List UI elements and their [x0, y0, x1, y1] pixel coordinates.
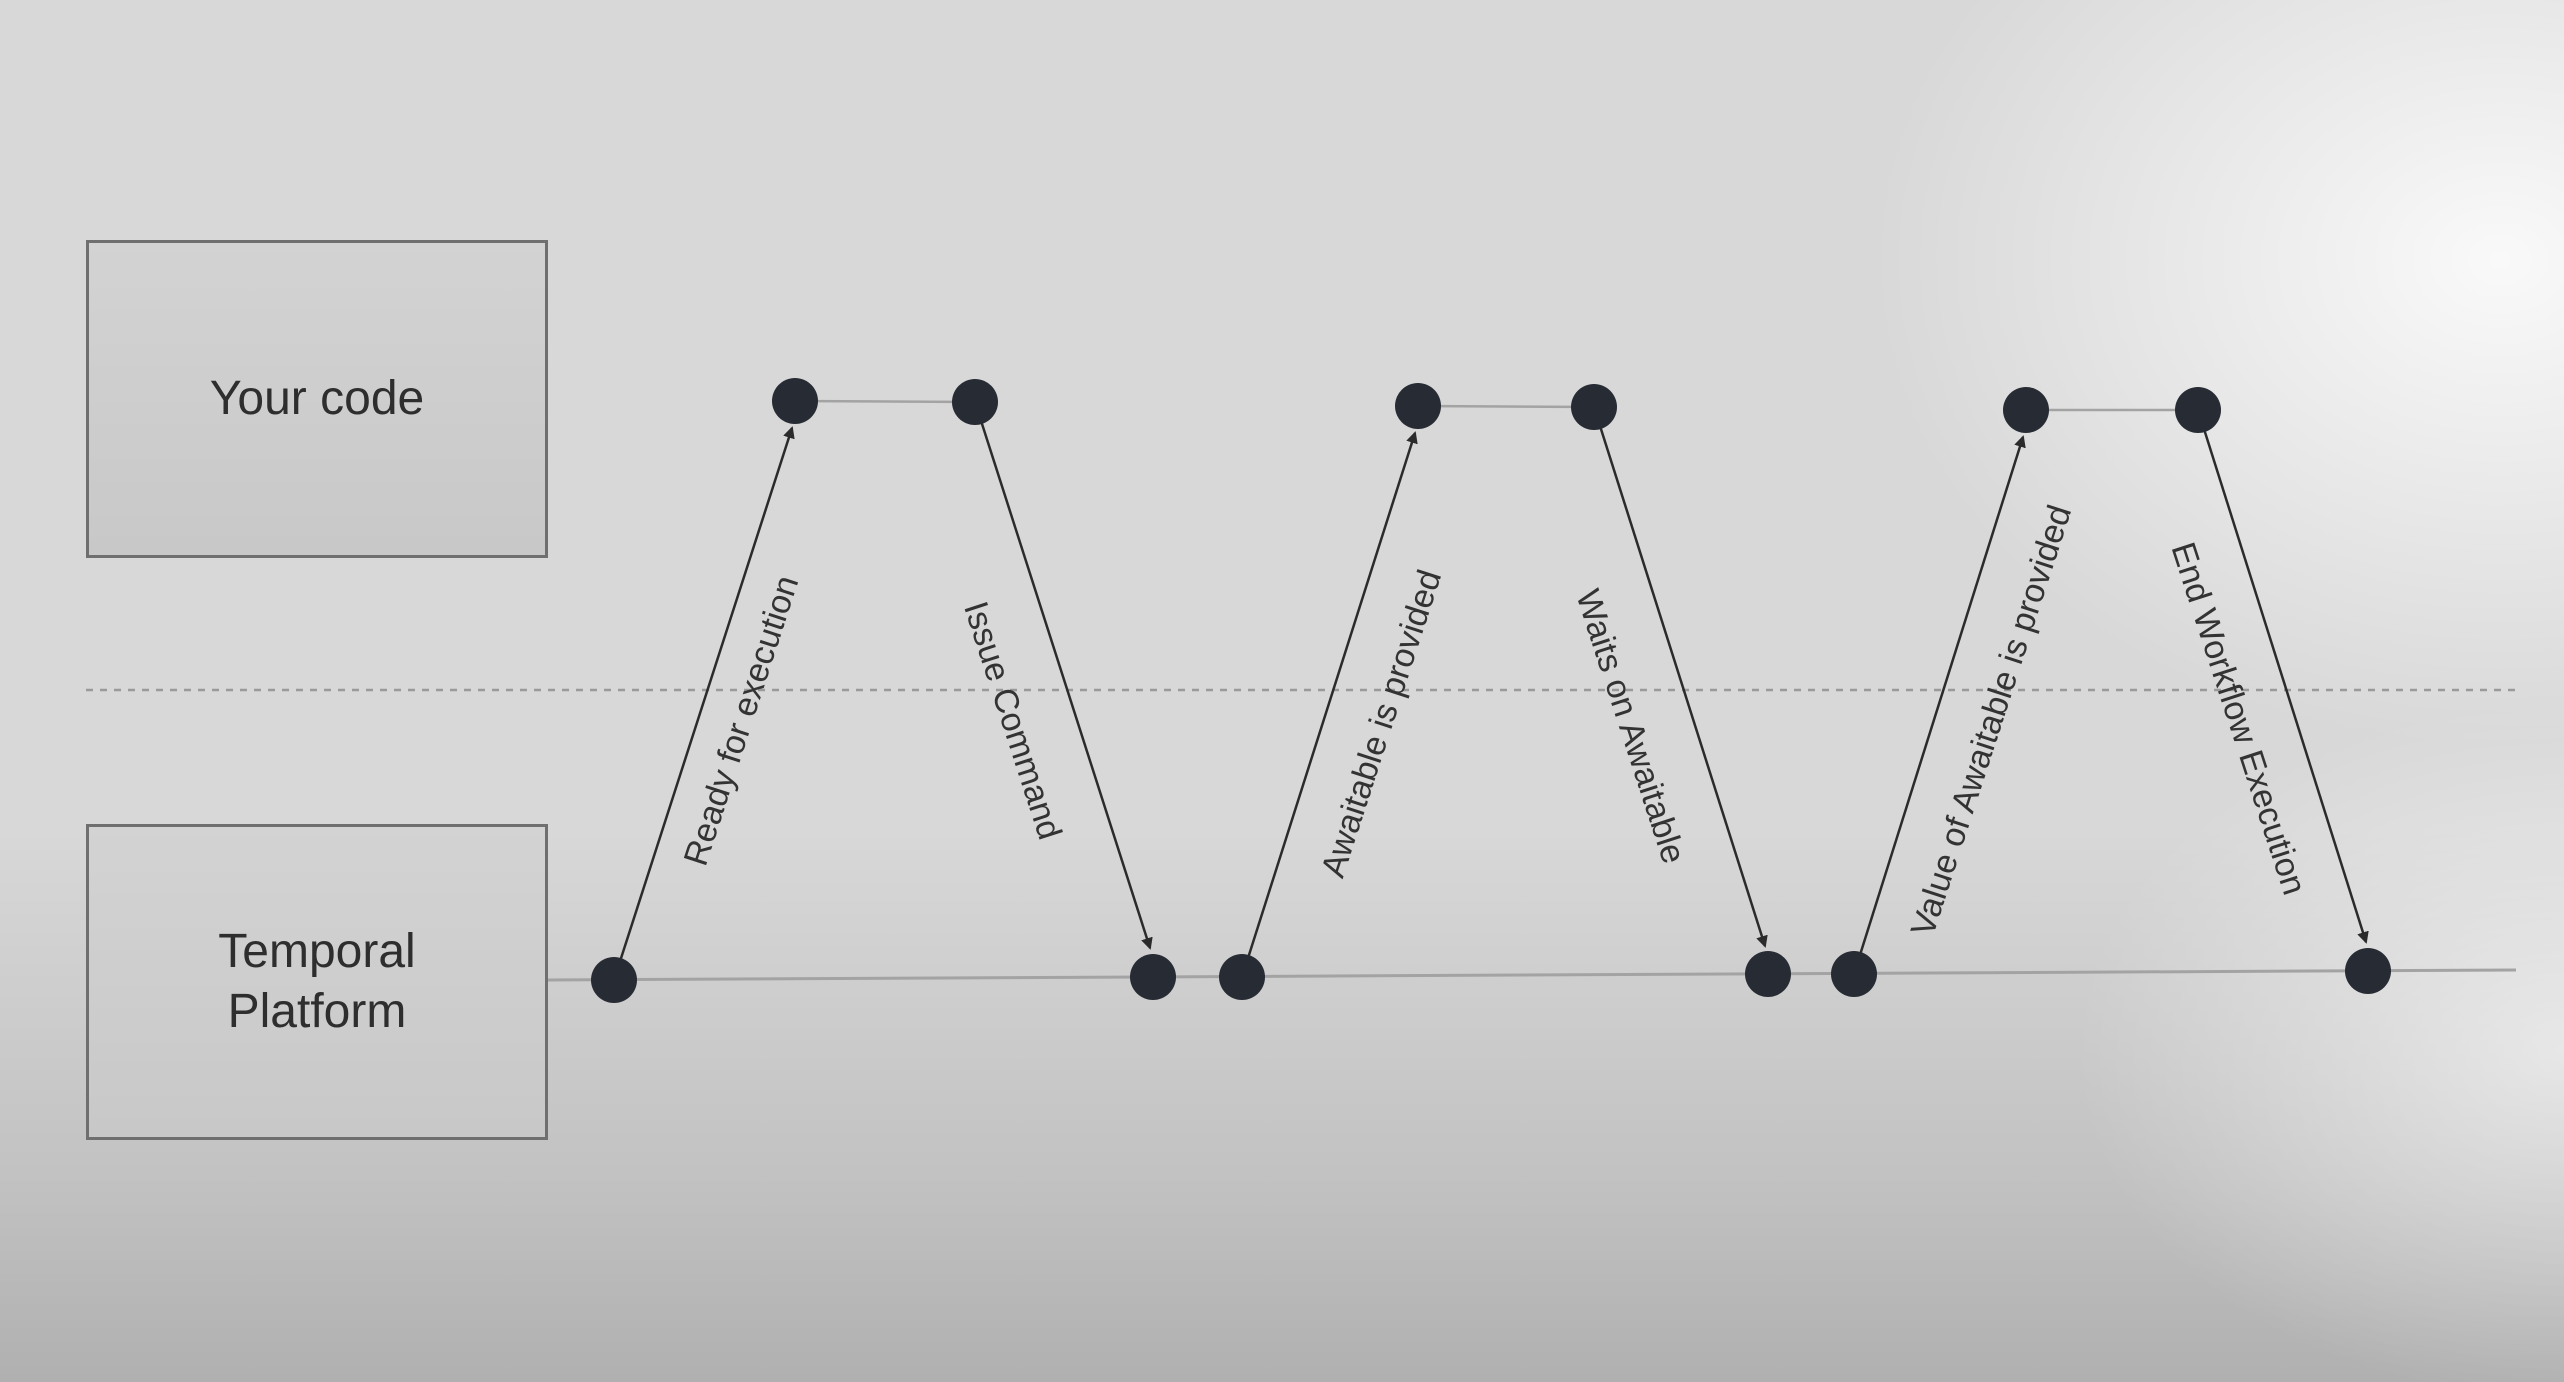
transition-arrow [612, 426, 795, 981]
code-node [1395, 383, 1441, 429]
transition-label-value-of-awaitable: Value of Awaitable is provided [1904, 501, 2079, 941]
code-node [772, 378, 818, 424]
platform-node [2345, 948, 2391, 994]
platform-node [1130, 954, 1176, 1000]
code-node [1571, 384, 1617, 430]
transition-arrow [1592, 406, 1768, 948]
temporal-platform-label: Temporal Platform [218, 925, 416, 1038]
code-node [2175, 387, 2221, 433]
code-segment [794, 399, 976, 404]
your-code-box: Your code [86, 240, 548, 558]
temporal-platform-box: Temporal Platform [86, 824, 548, 1140]
platform-timeline [547, 968, 2517, 982]
transition-label-end-workflow-execution: End Workflow Execution [2164, 538, 2314, 900]
transition-arrow [1852, 435, 2026, 975]
platform-node [591, 957, 637, 1003]
code-node [2003, 387, 2049, 433]
transition-arrow [1240, 431, 1418, 978]
transition-label-awaitable-is-provided: Awaitable is provided [1314, 565, 1449, 882]
code-node [952, 379, 998, 425]
transition-arrow [2196, 409, 2369, 944]
code-segment [1417, 404, 1595, 409]
platform-node [1745, 951, 1791, 997]
transition-label-ready-for-execution: Ready for execution [677, 571, 807, 870]
transition-arrow [973, 401, 1153, 950]
platform-node [1219, 954, 1265, 1000]
transition-label-waits-on-awaitable: Waits on Awaitable [1568, 585, 1692, 868]
transition-label-issue-command: Issue Command [956, 597, 1069, 844]
your-code-label: Your code [209, 372, 425, 425]
platform-node [1831, 951, 1877, 997]
